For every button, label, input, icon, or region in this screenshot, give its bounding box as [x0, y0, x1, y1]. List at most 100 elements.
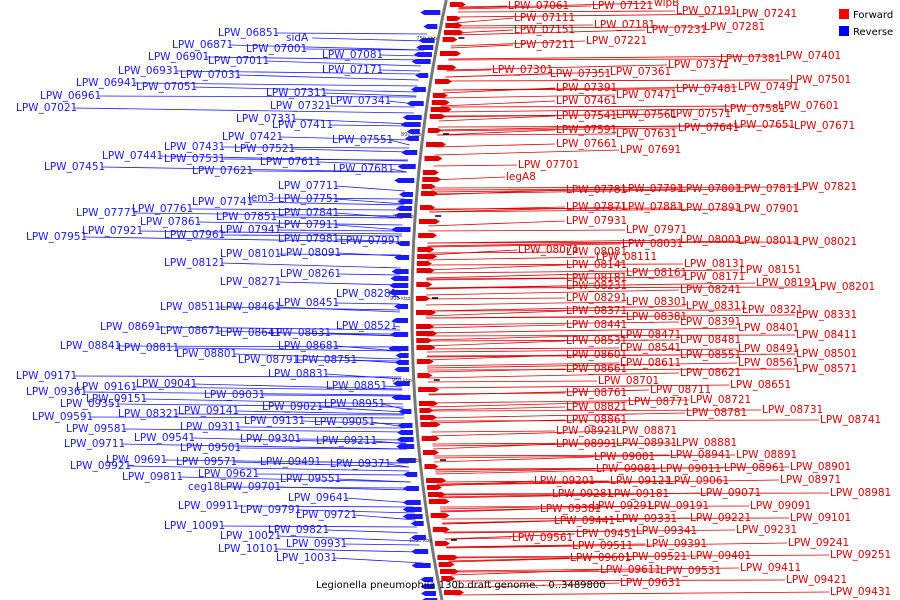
forward-gene-label: LPW_09421 — [786, 574, 847, 586]
forward-gene-label: LPW_09071 — [700, 487, 761, 499]
reverse-gene-label: LPW_09641 — [288, 492, 349, 504]
forward-gene-label: LPW_08371 — [566, 305, 627, 317]
reverse-gene-label: LPW_09821 — [268, 524, 329, 536]
reverse-connector — [89, 416, 405, 419]
forward-gene-arrow — [432, 527, 450, 532]
forward-connector — [448, 557, 570, 562]
reverse-gene-label: LPW_07921 — [82, 225, 143, 237]
forward-connector — [455, 17, 514, 24]
forward-connector — [435, 468, 596, 473]
reverse-gene-label: LPW_09151 — [86, 393, 147, 405]
forward-gene-arrow — [418, 387, 440, 392]
reverse-gene-label: LPW_08631 — [270, 327, 331, 339]
forward-gene-label: LPW_08191 — [756, 277, 817, 289]
forward-gene-arrow — [426, 478, 447, 483]
reverse-connector — [319, 406, 404, 413]
reverse-gene-label: LPW_07621 — [192, 165, 253, 177]
reverse-gene-label: LPW_08461 — [220, 301, 281, 313]
forward-connector — [439, 505, 750, 508]
reverse-gene-label: LPW_09171 — [16, 370, 77, 382]
reverse-gene-label: LPW_09691 — [106, 454, 167, 466]
forward-gene-arrow — [441, 576, 456, 581]
forward-gene-arrow — [416, 359, 434, 364]
reverse-gene-label: LPW_08681 — [278, 340, 339, 352]
reverse-connector — [273, 216, 404, 219]
reverse-gene-label: sidA — [286, 32, 309, 44]
forward-gene-arrow — [428, 499, 450, 504]
scale-tick-label: 800 kbp — [401, 132, 421, 138]
forward-gene-label: LPW_08871 — [616, 425, 677, 437]
reverse-gene-arrow — [420, 584, 435, 589]
forward-connector — [426, 321, 680, 326]
forward-gene-label: LPW_08031 — [622, 238, 683, 250]
reverse-gene-label: LPW_06901 — [148, 51, 209, 63]
reverse-gene-label: lem3 — [248, 192, 274, 204]
forward-connector — [425, 310, 566, 317]
forward-connector — [450, 570, 660, 573]
forward-gene-label: LPW_07461 — [556, 95, 617, 107]
reverse-gene-label: LPW_10021 — [220, 530, 281, 542]
reverse-gene-arrow — [391, 269, 409, 274]
reverse-connector — [175, 70, 420, 75]
reverse-connector — [390, 168, 407, 173]
reverse-gene-label: LPW_07311 — [266, 87, 327, 99]
forward-gene-label: LPW_08141 — [566, 259, 627, 271]
forward-connector — [446, 545, 572, 548]
reverse-gene-label: LPW_07741 — [192, 196, 253, 208]
forward-gene-label: LPW_08991 — [556, 438, 617, 450]
reverse-gene-label: LPW_07611 — [260, 156, 321, 168]
forward-gene-label: LPW_09241 — [788, 537, 849, 549]
forward-gene-label: LPW_09101 — [790, 512, 851, 524]
forward-gene-arrow — [416, 261, 432, 266]
reverse-gene-label: LPW_09571 — [176, 456, 237, 468]
forward-gene-label: LPW_08161 — [626, 267, 687, 279]
gene-feature-track — [388, 2, 466, 600]
forward-gene-label: LPW_08971 — [780, 474, 841, 486]
forward-connector — [440, 508, 540, 513]
forward-connector — [448, 55, 780, 60]
reverse-gene-arrow — [396, 241, 410, 246]
forward-connector — [442, 94, 616, 99]
forward-connector — [457, 10, 676, 13]
reverse-connector — [353, 514, 416, 521]
forward-connector — [458, 5, 592, 10]
reverse-connector — [133, 386, 403, 391]
forward-connector — [435, 143, 556, 148]
reverse-gene-label: LPW_07021 — [16, 102, 77, 114]
reverse-gene-label: LPW_08121 — [164, 257, 225, 269]
scale-tick-label: 1000 kbp — [398, 458, 422, 464]
forward-connector — [429, 206, 622, 213]
reverse-connector — [333, 557, 423, 564]
reverse-gene-label: LPW_08641 — [220, 327, 281, 339]
reverse-connector — [235, 410, 404, 415]
reverse-connector — [127, 465, 410, 472]
forward-gene-label: LPW_08241 — [680, 284, 741, 296]
forward-gene-arrow — [424, 156, 443, 161]
forward-gene-arrow — [435, 541, 451, 546]
forward-gene-label: LPW_08201 — [814, 281, 875, 293]
reverse-gene-arrow — [411, 59, 431, 64]
forward-gene-label: LPW_08771 — [628, 396, 689, 408]
legend-reverse-label: Reverse — [853, 27, 893, 38]
reverse-gene-arrow — [403, 472, 418, 477]
forward-gene-label: LPW_07231 — [646, 24, 707, 36]
forward-gene-label: LPW_07351 — [550, 68, 611, 80]
forward-gene-arrow — [429, 114, 446, 119]
reverse-connector — [337, 252, 402, 257]
reverse-gene-label: LPW_08831 — [268, 368, 329, 380]
forward-connector — [426, 354, 680, 357]
forward-gene-label: LPW_07491 — [738, 81, 799, 93]
forward-connector — [426, 301, 626, 306]
reverse-connector — [317, 461, 409, 464]
reverse-gene-label: LPW_07951 — [26, 231, 87, 243]
forward-gene-label: LPW_08011 — [738, 235, 799, 247]
forward-gene-label: LPW_07401 — [780, 50, 841, 62]
reverse-gene-labels: LPW_06851 sidA LPW_06871 LPW_07001 LPW_06901… — [16, 27, 401, 564]
forward-gene-arrow — [419, 415, 437, 420]
reverse-connector — [133, 212, 404, 217]
reverse-gene-arrow — [397, 164, 416, 169]
forward-gene-label: LPW_08131 — [684, 258, 745, 270]
reverse-connector — [335, 302, 401, 305]
forward-connector — [440, 100, 556, 107]
reverse-gene-label: LPW_07171 — [322, 64, 383, 76]
